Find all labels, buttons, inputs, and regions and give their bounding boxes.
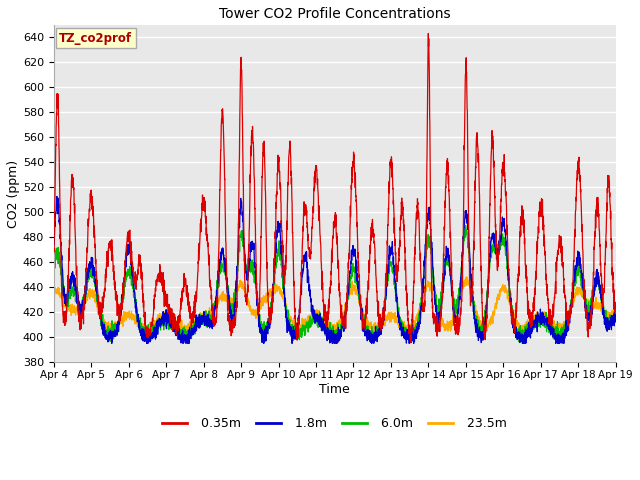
- Y-axis label: CO2 (ppm): CO2 (ppm): [7, 159, 20, 228]
- Text: TZ_co2prof: TZ_co2prof: [60, 32, 132, 45]
- X-axis label: Time: Time: [319, 383, 350, 396]
- Title: Tower CO2 Profile Concentrations: Tower CO2 Profile Concentrations: [219, 7, 451, 21]
- Legend:  0.35m,  1.8m,  6.0m,  23.5m: 0.35m, 1.8m, 6.0m, 23.5m: [157, 412, 512, 435]
